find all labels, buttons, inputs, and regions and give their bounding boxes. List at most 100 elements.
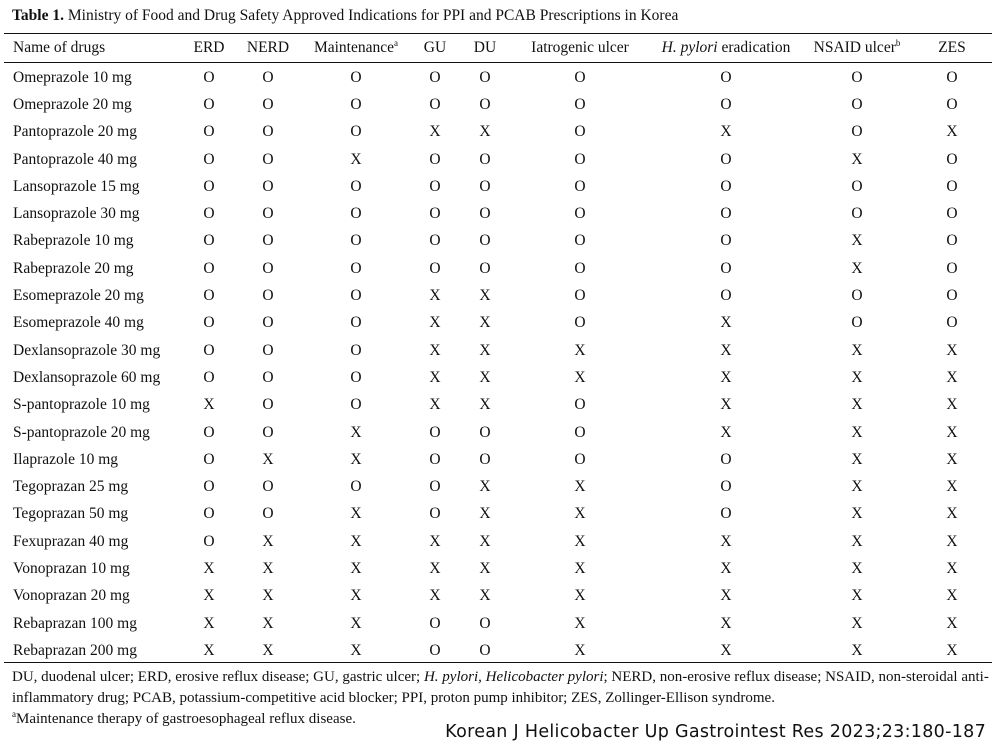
drug-name-cell: Rabeprazole 10 mg xyxy=(13,232,134,250)
cell-erd: O xyxy=(203,95,215,113)
footnote-italic: H. pylori, Helicobacter pylori xyxy=(423,669,604,685)
cell-maintenance: X xyxy=(350,423,362,441)
footnote-maintenance: aMaintenance therapy of gastroesophageal… xyxy=(12,709,992,730)
cell-iatrogenic: X xyxy=(574,368,586,386)
cell-nsaid: O xyxy=(851,314,863,332)
cell-zes: X xyxy=(946,423,958,441)
cell-maintenance: X xyxy=(350,587,362,605)
cell-erd: X xyxy=(203,641,215,659)
cell-zes: X xyxy=(946,450,958,468)
cell-nerd: O xyxy=(262,368,274,386)
cell-hp-eradication: O xyxy=(720,177,732,195)
cell-erd: O xyxy=(203,232,215,250)
cell-nsaid: X xyxy=(851,532,863,550)
cell-maintenance: X xyxy=(350,532,362,550)
cell-iatrogenic: O xyxy=(574,177,586,195)
col-header-iatrogenic: Iatrogenic ulcer xyxy=(531,39,629,56)
cell-iatrogenic: O xyxy=(574,95,586,113)
col-header-gu: GU xyxy=(423,39,447,56)
cell-zes: O xyxy=(946,68,958,86)
cell-maintenance: X xyxy=(350,559,362,577)
cell-iatrogenic: O xyxy=(574,123,586,141)
cell-gu: O xyxy=(429,641,441,659)
table-row: Dexlansoprazole 60 mg O O O X X X X X X xyxy=(4,364,992,391)
cell-nsaid: X xyxy=(851,450,863,468)
cell-zes: X xyxy=(946,396,958,414)
cell-maintenance: O xyxy=(350,478,362,496)
table-row: Rabeprazole 20 mg O O O O O O O X O xyxy=(4,255,992,282)
col-header-hp-eradication: H. pylori eradication xyxy=(650,34,802,62)
cell-maintenance: O xyxy=(350,396,362,414)
cell-nerd: O xyxy=(262,341,274,359)
cell-gu: X xyxy=(429,287,441,305)
cell-du: X xyxy=(479,123,491,141)
cell-maintenance: X xyxy=(350,150,362,168)
cell-du: O xyxy=(479,150,491,168)
cell-erd: O xyxy=(203,532,215,550)
cell-zes: O xyxy=(946,95,958,113)
cell-maintenance: X xyxy=(350,450,362,468)
cell-du: O xyxy=(479,95,491,113)
drug-name-cell: Esomeprazole 40 mg xyxy=(13,314,144,332)
cell-zes: X xyxy=(946,123,958,141)
cell-nerd: X xyxy=(262,614,274,632)
cell-du: X xyxy=(479,559,491,577)
cell-erd: O xyxy=(203,259,215,277)
cell-maintenance: X xyxy=(350,614,362,632)
cell-nerd: X xyxy=(262,587,274,605)
table-row: Vonoprazan 20 mg X X X X X X X X X xyxy=(4,583,992,610)
col-header-maintenance: Maintenancea xyxy=(302,34,410,62)
cell-iatrogenic: O xyxy=(574,396,586,414)
drug-name-cell: Rabeprazole 20 mg xyxy=(13,259,134,277)
cell-hp-eradication: X xyxy=(720,396,732,414)
cell-iatrogenic: O xyxy=(574,423,586,441)
cell-gu: O xyxy=(429,205,441,223)
cell-nerd: O xyxy=(262,95,274,113)
cell-du: O xyxy=(479,641,491,659)
cell-du: X xyxy=(479,478,491,496)
cell-gu: X xyxy=(429,314,441,332)
cell-nsaid: X xyxy=(851,641,863,659)
cell-maintenance: O xyxy=(350,95,362,113)
cell-du: O xyxy=(479,177,491,195)
cell-hp-eradication: X xyxy=(720,559,732,577)
cell-nsaid: X xyxy=(851,614,863,632)
nsaid-label: NSAID ulcer xyxy=(813,39,896,56)
cell-nerd: X xyxy=(262,559,274,577)
cell-hp-eradication: X xyxy=(720,341,732,359)
cell-hp-eradication: O xyxy=(720,505,732,523)
drug-name-cell: Rebaprazan 100 mg xyxy=(13,614,137,632)
cell-zes: X xyxy=(946,641,958,659)
footnote-text: DU, duodenal ulcer; ERD, erosive reflux … xyxy=(12,669,424,685)
cell-hp-eradication: O xyxy=(720,450,732,468)
table-row: Pantoprazole 20 mg O O O X X O X O X xyxy=(4,119,992,146)
cell-nerd: O xyxy=(262,205,274,223)
cell-nsaid: O xyxy=(851,177,863,195)
cell-nerd: O xyxy=(262,478,274,496)
cell-iatrogenic: X xyxy=(574,478,586,496)
cell-gu: O xyxy=(429,505,441,523)
drug-name-cell: Rebaprazan 200 mg xyxy=(13,641,137,659)
drug-name-cell: Tegoprazan 50 mg xyxy=(13,505,129,523)
cell-du: O xyxy=(479,423,491,441)
table-row: Dexlansoprazole 30 mg O O O X X X X X X xyxy=(4,337,992,364)
maintenance-label: Maintenance xyxy=(313,39,395,56)
cell-iatrogenic: O xyxy=(574,150,586,168)
footnote: DU, duodenal ulcer; ERD, erosive reflux … xyxy=(12,667,992,730)
hp-label-italic: H. pylori xyxy=(661,39,718,56)
cell-erd: O xyxy=(203,205,215,223)
cell-maintenance: O xyxy=(350,314,362,332)
cell-maintenance: O xyxy=(350,232,362,250)
cell-erd: O xyxy=(203,177,215,195)
cell-nerd: O xyxy=(262,123,274,141)
cell-hp-eradication: X xyxy=(720,614,732,632)
cell-iatrogenic: O xyxy=(574,287,586,305)
cell-hp-eradication: O xyxy=(720,150,732,168)
drug-name-cell: S-pantoprazole 20 mg xyxy=(13,423,150,441)
cell-nsaid: X xyxy=(851,423,863,441)
cell-zes: X xyxy=(946,614,958,632)
footnote-mark: a xyxy=(12,709,16,719)
cell-maintenance: O xyxy=(350,123,362,141)
cell-gu: X xyxy=(429,559,441,577)
table-row: Rebaprazan 100 mg X X X O O X X X X xyxy=(4,610,992,637)
